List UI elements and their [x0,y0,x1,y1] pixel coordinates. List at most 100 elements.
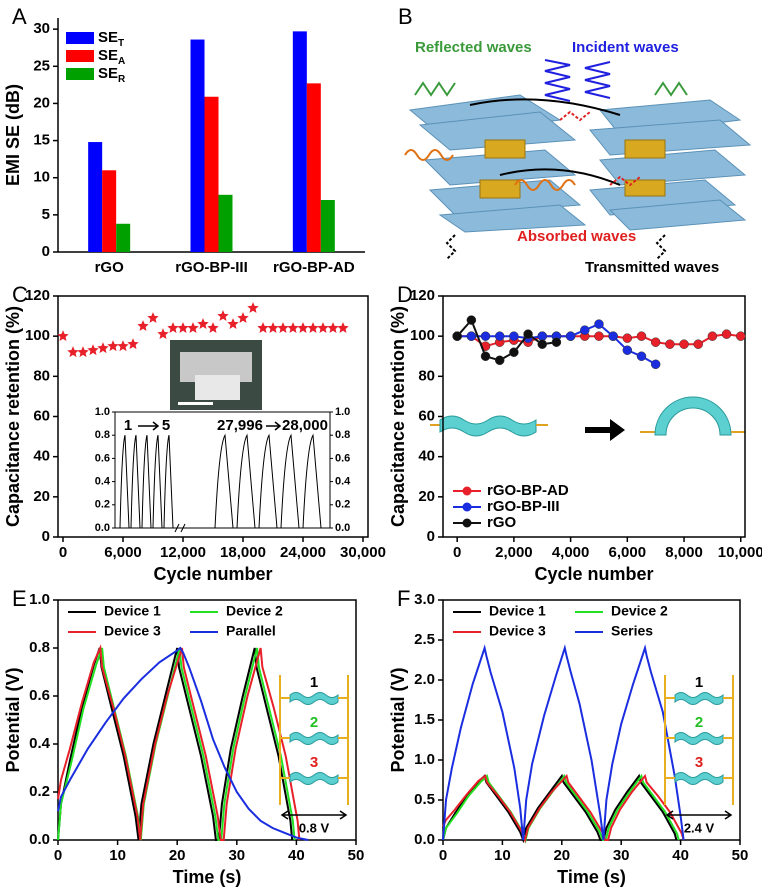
circle-marker [665,339,675,349]
legend-subscript: T [118,38,124,49]
device-label: 2 [695,714,703,731]
y-tick-label: 120 [410,287,435,304]
star-marker [77,346,89,358]
device-icon [289,692,339,705]
x-tick-label: 18,000 [220,544,266,561]
series-line [442,773,685,844]
y-tick-label: 0.5 [414,791,435,808]
star-marker [217,310,229,321]
circle-marker [466,315,477,325]
x-axis-title: Time (s) [173,867,242,887]
x-tick-label: 0 [59,544,67,561]
arrow [266,421,282,431]
x-tick-label: 6,000 [609,544,647,561]
gcd-tooth [119,435,130,529]
inset-tick-label: 1.0 [335,406,350,418]
panel-label: E [12,586,27,611]
x-tick-label: 10 [494,847,511,864]
axis-break [174,523,186,533]
legend-subscript: A [118,56,125,67]
y-tick-label: 80 [33,367,50,384]
y-tick-label: 2.0 [414,671,435,688]
y-tick-label: 0 [42,243,50,260]
star-marker [197,318,209,329]
x-tick-label: 6,000 [104,544,142,561]
circle-marker [650,337,661,347]
circle-marker [452,331,462,341]
legend-name: SE [98,29,118,46]
waves [404,59,688,260]
x-tick-label: rGO [95,259,125,276]
panel-label: F [397,586,410,611]
circle-marker [494,355,505,366]
x-tick-label: 30 [228,847,245,864]
y-tick-label: 40 [418,448,435,465]
x-tick-label: 0 [439,847,447,864]
star-marker [247,302,259,313]
inset-tick-label: 0.2 [95,499,110,511]
inset-tick-label: 0.0 [95,522,110,534]
x-axis-title: Time (s) [557,867,626,887]
bend-illustration [430,396,745,441]
panel-label: B [398,4,413,29]
x-tick-label: 10,000 [718,544,762,561]
device-icon [674,732,724,745]
circle-marker [509,331,519,341]
legend-label: Device 2 [226,603,283,619]
inset-tick-label: 0.4 [335,476,351,488]
x-tick-label: 0 [453,544,461,561]
circle-marker [480,351,491,361]
legend-label: Device 2 [611,603,668,619]
star-marker [167,322,179,333]
bracket [664,675,734,805]
scale-bar [178,402,213,405]
y-tick-label: 30 [33,20,50,37]
legend-label: rGO [487,514,517,531]
arrow [138,421,160,431]
diagram-label: Absorbed waves [517,228,636,245]
x-tick-label: 30,000 [340,544,386,561]
y-tick-label: 100 [410,327,435,344]
x-tick-label: 10 [109,847,126,864]
bar [292,31,307,252]
circle-marker [480,331,491,341]
circle-marker [580,325,590,335]
diagram-label: Reflected waves [415,39,532,56]
gcd-tooth [280,433,300,529]
y-axis-title: Capacitance retention (%) [388,306,408,527]
legend-name: SE [98,47,118,64]
y-tick-label: 120 [25,287,50,304]
star-marker [157,328,169,339]
circle-marker [721,329,732,339]
inset-annotation: 28,000 [282,417,328,434]
y-tick-label: 5 [42,206,50,223]
legend-label: Device 1 [489,603,546,619]
star-marker [307,322,319,333]
x-tick-label: 2,000 [495,544,533,561]
y-tick-label: 20 [418,488,435,505]
plot-frame [57,599,357,841]
gcd-tooth [236,433,256,529]
star-marker [117,340,129,352]
cnt-links [469,98,621,186]
circle-marker [608,331,618,341]
star-marker [237,312,249,323]
y-tick-label: 20 [33,488,50,505]
star-marker [187,322,199,333]
star-marker [277,322,289,333]
y-tick-label: 1.5 [414,711,435,728]
y-tick-label: 20 [33,94,50,111]
legend-label: Series [611,623,653,639]
y-tick-label: 0.0 [29,831,50,848]
legend-label: SEA [98,47,125,67]
inset-tick-label: 0.6 [335,452,350,464]
star-marker [87,344,99,356]
diagram-label: Incident waves [572,39,679,56]
y-tick-label: 1.0 [414,751,435,768]
bar [320,200,335,252]
legend-label: Device 1 [104,603,161,619]
x-tick-label: 12,000 [160,544,206,561]
y-axis-title: Capacitance retention (%) [3,306,23,527]
star-marker [227,318,239,329]
